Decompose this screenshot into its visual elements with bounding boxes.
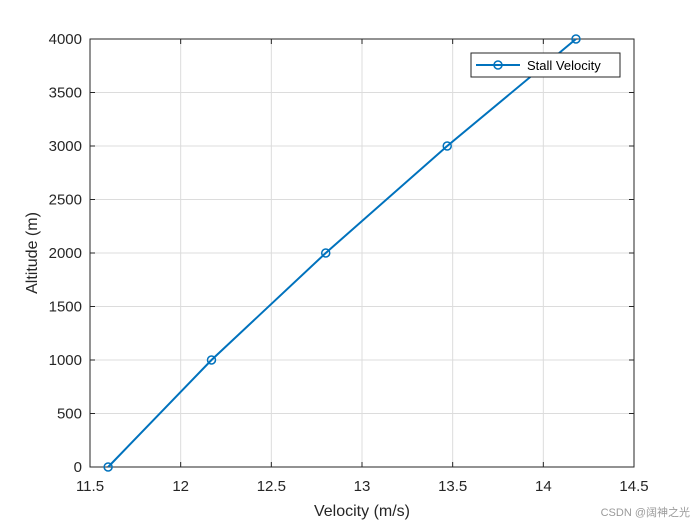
x-tick-label: 12.5 [257,478,286,495]
y-tick-label: 500 [57,406,82,423]
y-tick-label: 2000 [49,245,82,262]
legend-label: Stall Velocity [527,58,601,73]
y-tick-label: 1000 [49,352,82,369]
y-tick-label: 3000 [49,138,82,155]
data-point [442,141,452,151]
x-axis-label: Velocity (m/s) [314,503,410,520]
data-point [571,34,581,44]
series-line [107,38,577,468]
y-tick-label: 2500 [49,192,82,209]
legend: Stall Velocity [470,52,621,78]
legend-marker-sample [493,60,503,70]
x-tick-label: 13.5 [438,478,467,495]
x-tick-label: 13 [354,478,371,495]
x-tick-label: 14 [535,478,552,495]
axes: 11.5 12 12.5 13 13.5 14 14.5 0 500 1000 1500 2000 25… [49,31,649,495]
y-tick-label: 0 [74,459,82,476]
y-axis-label: Altitude (m) [24,212,41,294]
data-point [320,248,331,258]
data-point [103,462,113,472]
x-tick-label: 14.5 [619,478,648,495]
watermark: CSDN @阔神之光 [601,505,690,519]
x-tick-label: 11.5 [76,478,104,495]
data-point [206,355,217,365]
x-tick-label: 12 [172,478,189,495]
series-layer [103,34,581,472]
y-tick-label: 4000 [49,31,82,48]
y-tick-label: 3500 [49,85,82,102]
y-tick-label: 1500 [49,299,82,316]
